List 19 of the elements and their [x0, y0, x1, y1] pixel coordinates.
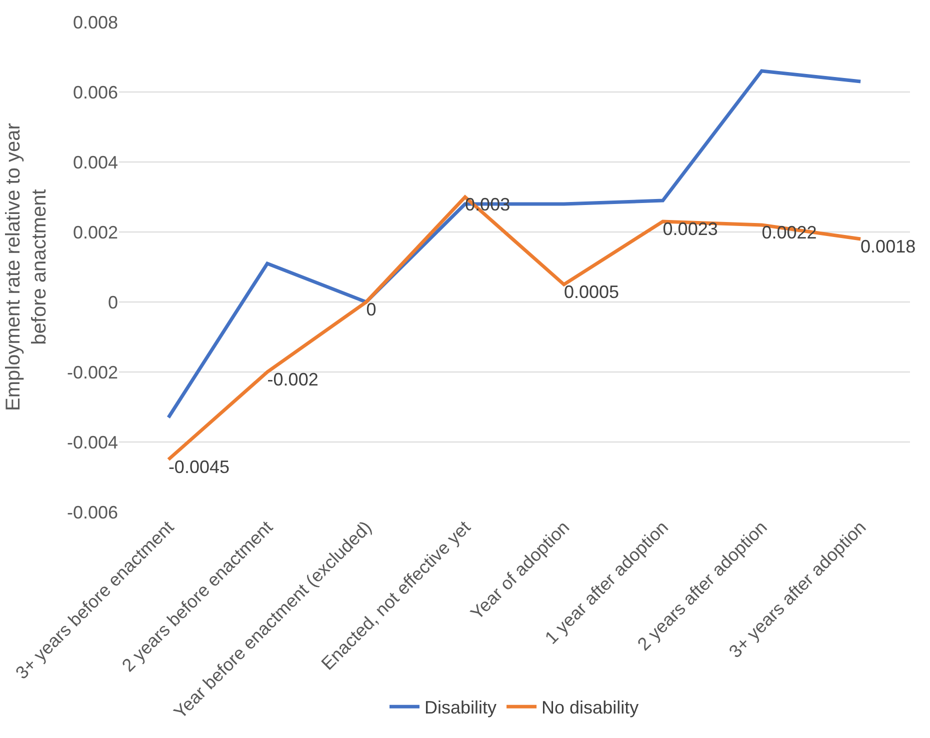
data-label: 0.0018 [860, 236, 916, 256]
data-label: 0 [366, 300, 376, 320]
y-tick-label: 0.004 [72, 152, 118, 172]
legend-label: No disability [542, 698, 639, 718]
y-tick-label: -0.006 [66, 502, 118, 522]
y-tick-label: -0.004 [66, 432, 118, 452]
y-tick-label: 0.002 [72, 222, 118, 242]
data-label: 0.0023 [662, 219, 718, 239]
data-label: -0.002 [267, 370, 318, 390]
y-tick-label: -0.002 [66, 362, 118, 382]
y-axis-title: Employment rate relative to year before anactment [2, 122, 50, 411]
legend-label: Disability [424, 698, 497, 718]
y-tick-label: 0.006 [72, 82, 118, 102]
data-label: 0.0005 [564, 282, 620, 302]
y-tick-label: 0.008 [72, 12, 118, 32]
line-series [166, 69, 862, 420]
data-label: -0.0045 [168, 457, 230, 477]
line-series [166, 195, 862, 462]
y-tick-label: 0 [108, 292, 118, 312]
